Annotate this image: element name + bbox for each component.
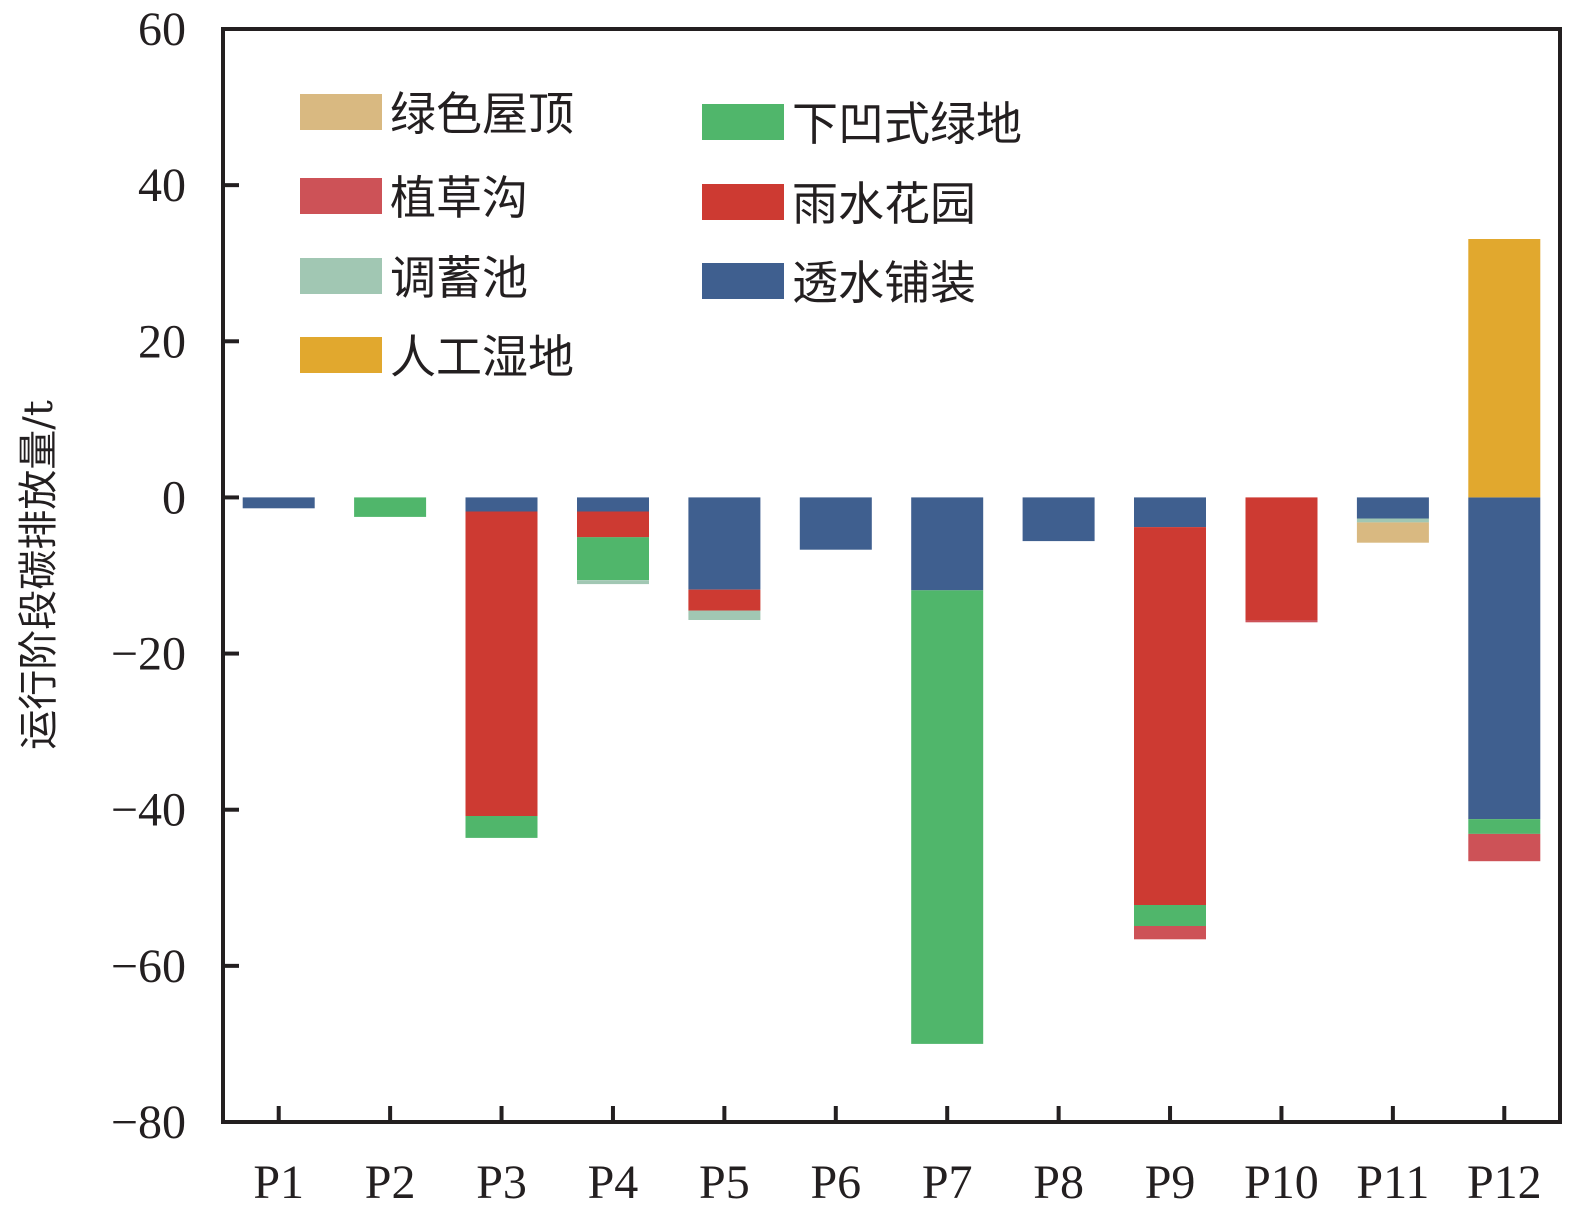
legend-label: 雨水花园 [792, 177, 976, 231]
x-tick-label: P1 [253, 1156, 304, 1209]
legend-label: 绿色屋顶 [390, 87, 574, 141]
y-tick-label: −80 [111, 1096, 186, 1149]
legend-swatch [300, 258, 382, 294]
x-tick-label: P3 [476, 1156, 527, 1209]
bar-segment-P4-1 [577, 511, 649, 538]
x-tick-label: P10 [1244, 1156, 1319, 1209]
y-tick-label: −60 [111, 940, 186, 993]
legend-label: 透水铺装 [792, 256, 976, 310]
bars-layer [242, 239, 1541, 1044]
legend-swatch [300, 94, 382, 130]
bar-segment-P11-0 [1356, 497, 1429, 519]
legend-swatch [702, 184, 784, 220]
bar-segment-P4-0 [577, 497, 649, 512]
bar-segment-P10-4 [1245, 620, 1318, 623]
legend-swatch [702, 263, 784, 299]
bar-segment-P7-0 [911, 497, 984, 591]
bar-segment-P9-2 [1134, 905, 1206, 927]
x-tick-label: P6 [810, 1156, 861, 1209]
bar-segment-P5-1 [688, 589, 761, 611]
x-tick-label: P4 [588, 1156, 639, 1209]
bar-segment-P7-2 [911, 590, 984, 1044]
x-tick-label: P12 [1467, 1156, 1542, 1209]
x-tick-label: P11 [1356, 1156, 1429, 1209]
legend-label: 植草沟 [390, 171, 528, 225]
bar-segment-P4-3 [577, 580, 649, 585]
bar-segment-P3-1 [465, 511, 538, 816]
bar-segment-P9-4 [1134, 926, 1206, 940]
legend-swatch [702, 104, 784, 140]
plot-frame [221, 27, 1562, 1124]
y-tick-label: −40 [111, 784, 186, 837]
bar-segment-P3-0 [465, 497, 538, 512]
y-axis: 60 40 20 0 −20 −40 −60 −80 [111, 3, 239, 1149]
x-tick-label: P8 [1033, 1156, 1084, 1209]
legend-label: 下凹式绿地 [792, 97, 1022, 151]
bar-segment-P3-2 [465, 816, 538, 838]
bar-segment-P11-3 [1356, 518, 1429, 523]
bar-segment-P10-1 [1245, 497, 1318, 620]
x-tick-label: P7 [922, 1156, 973, 1209]
y-tick-label: 20 [138, 315, 186, 368]
bar-segment-P5-3 [688, 610, 761, 620]
bar-segment-P12-0 [1468, 497, 1541, 820]
bar-segment-P9-1 [1134, 527, 1206, 905]
bar-segment-P8-0 [1022, 497, 1095, 542]
bar-segment-P11-5 [1356, 522, 1429, 543]
y-tick-label: 40 [138, 159, 186, 212]
x-tick-label: P5 [699, 1156, 750, 1209]
bar-segment-P12-4 [1468, 833, 1541, 862]
bar-segment-P12-2 [1468, 819, 1541, 834]
y-axis-title: 运行阶段碳排放量/t [16, 400, 62, 750]
y-tick-label: 0 [162, 471, 186, 524]
bar-segment-P12-6 [1468, 239, 1541, 498]
x-tick-label: P2 [365, 1156, 416, 1209]
y-tick-label: 60 [138, 3, 186, 56]
bar-segment-P5-0 [688, 497, 761, 590]
bar-segment-P2-2 [354, 497, 427, 517]
x-tick-label: P9 [1145, 1156, 1196, 1209]
legend-label: 调蓄池 [390, 251, 528, 305]
bar-segment-P4-2 [577, 537, 649, 581]
legend-label: 人工湿地 [390, 330, 574, 384]
y-tick-label: −20 [111, 628, 186, 681]
bar-segment-P6-0 [799, 497, 872, 550]
legend-swatch [300, 178, 382, 214]
legend-swatch [300, 337, 382, 373]
bar-segment-P9-0 [1134, 497, 1206, 528]
bar-segment-P1-0 [242, 497, 315, 509]
x-axis: P1 P2 P3 P4 P5 P6 P7 P8 P9 P10 P11 P12 [253, 1106, 1542, 1209]
